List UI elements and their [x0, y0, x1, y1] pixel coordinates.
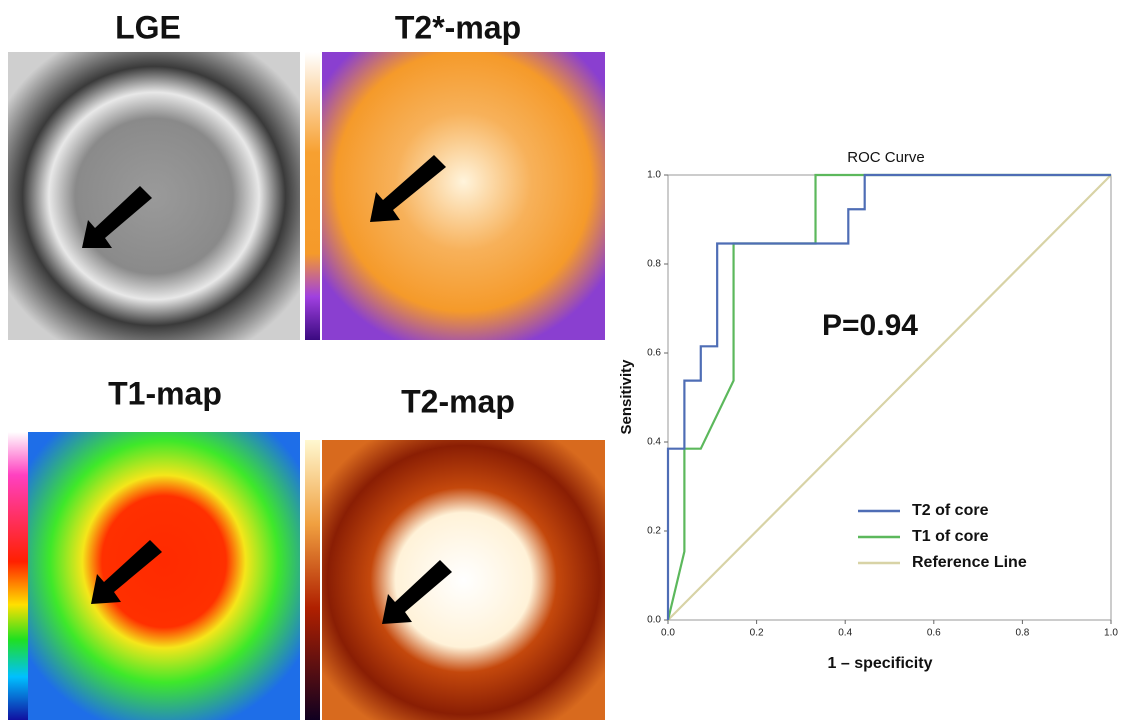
figure: LGE T2*-map T1-map T2-map 0.00.20.40.60.…: [0, 0, 1126, 723]
x-tick-label: 0.4: [838, 628, 852, 639]
image-label: T2-map: [401, 383, 515, 419]
legend-label: T2 of core: [912, 502, 989, 519]
annotation: P=0.94: [822, 309, 918, 342]
t1-image: [28, 432, 300, 720]
x-tick-label: 0.6: [927, 628, 941, 639]
y-tick-label: 0.6: [647, 348, 661, 359]
page: {"images": [{"label": "LGE"}, {"label": …: [0, 0, 1126, 723]
t2star-image: [322, 52, 605, 340]
y-tick-label: 0.8: [647, 259, 661, 270]
y-tick-label: 0.4: [647, 437, 661, 448]
legend-label: Reference Line: [912, 554, 1027, 571]
legend-label: T1 of core: [912, 528, 989, 545]
x-tick-label: 0.2: [750, 628, 764, 639]
y-tick-label: 1.0: [647, 170, 661, 181]
colorbar: [305, 440, 320, 720]
colorbar: [305, 52, 320, 340]
x-tick-label: 1.0: [1104, 628, 1118, 639]
lge-image: [8, 52, 300, 340]
x-axis-label: 1 – specificity: [828, 655, 933, 672]
y-tick-label: 0.0: [647, 615, 661, 626]
roc-chart: 0.0 0.2 0.4 0.6 0.8 1.0 0.0 0.2 0.4 0.6 0.8 1.0 ROC …: [618, 149, 1118, 672]
y-axis-label: Sensitivity: [618, 359, 635, 435]
image-label: T1-map: [108, 375, 222, 411]
t2-image: [322, 440, 605, 720]
colorbar: [8, 432, 28, 720]
x-tick-label: 0.8: [1015, 628, 1029, 639]
roc-line: [668, 175, 1111, 620]
image-label: LGE: [115, 9, 181, 45]
chart-title: ROC Curve: [847, 149, 925, 166]
image-label: T2*-map: [395, 9, 521, 45]
y-tick-label: 0.2: [647, 526, 661, 537]
x-tick-label: 0.0: [661, 628, 675, 639]
